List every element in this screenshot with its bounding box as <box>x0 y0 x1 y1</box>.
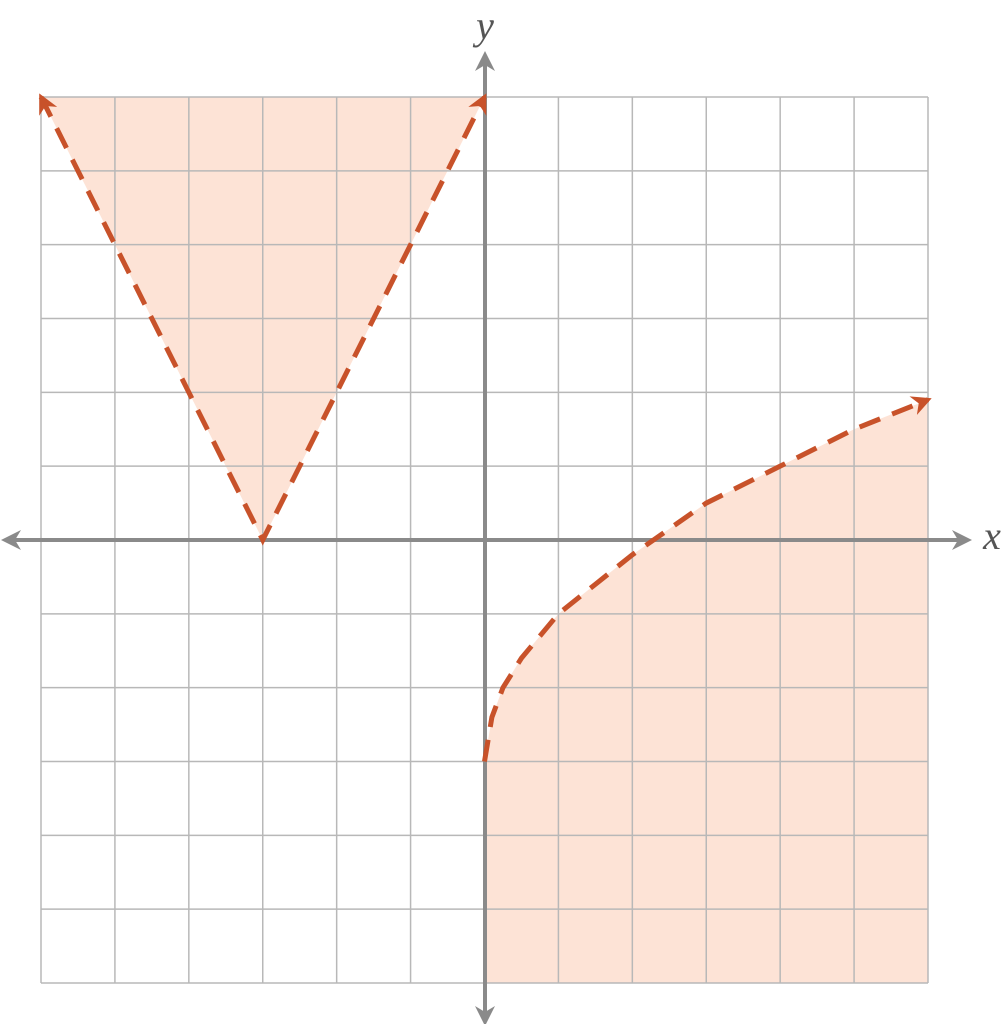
boundary-line <box>482 396 932 762</box>
boundary-line <box>38 93 487 546</box>
x-axis-label: x <box>982 513 1001 558</box>
y-axis-label: y <box>472 3 494 48</box>
